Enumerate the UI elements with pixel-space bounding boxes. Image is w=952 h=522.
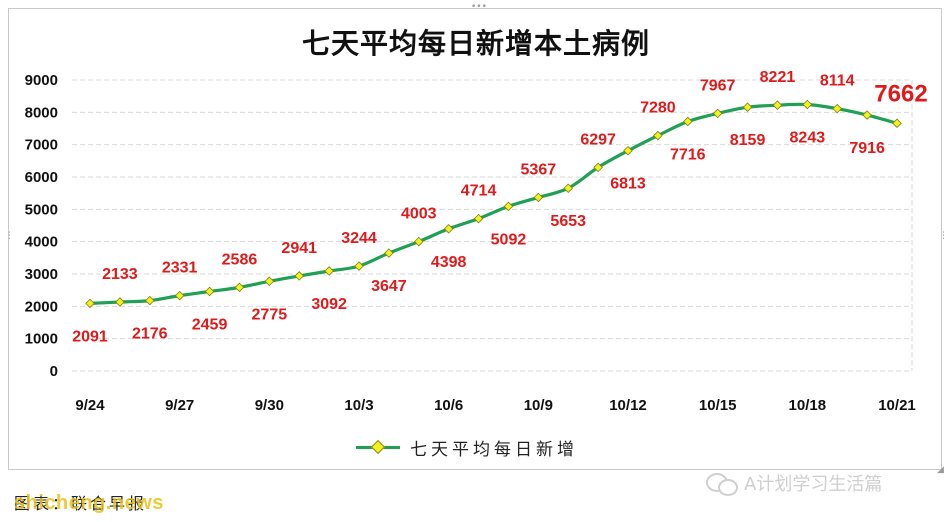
data-point — [563, 183, 573, 193]
data-label: 3647 — [371, 278, 407, 295]
data-label: 2091 — [72, 328, 108, 345]
resize-handle-right[interactable]: ⋮ — [939, 231, 948, 241]
y-axis-ticks: 0 1000 2000 3000 4000 5000 6000 7000 8000 9000 — [25, 72, 58, 380]
data-point — [354, 261, 364, 271]
data-point — [892, 118, 902, 129]
data-point — [443, 224, 454, 234]
data-point — [653, 130, 663, 141]
data-point — [384, 248, 394, 258]
data-point — [533, 192, 544, 203]
data-labels: 2091 2133 2176 2331 2459 2586 2775 2941 3092 3244… — [72, 69, 927, 345]
data-label: 5653 — [550, 213, 586, 230]
data-label: 8114 — [820, 73, 855, 90]
data-point — [712, 108, 723, 119]
data-point — [294, 271, 304, 281]
data-label: 2941 — [281, 240, 317, 257]
x-tick-label: 9/27 — [165, 397, 194, 414]
x-tick-label: 10/3 — [344, 397, 373, 414]
x-tick-label: 9/30 — [255, 397, 284, 414]
series-line-daily-average — [88, 102, 899, 305]
data-label: 5092 — [491, 231, 527, 248]
data-point — [473, 213, 484, 224]
resize-handle-left[interactable]: ⋮ — [5, 231, 14, 241]
y-tick-label: 0 — [50, 363, 58, 380]
y-tick-label: 3000 — [25, 266, 58, 283]
x-tick-label: 10/6 — [434, 397, 463, 414]
data-label: 8221 — [760, 69, 796, 86]
data-point — [145, 295, 155, 306]
y-tick-label: 9000 — [25, 72, 58, 89]
y-tick-label: 4000 — [25, 234, 58, 251]
data-label: 7662 — [874, 80, 927, 107]
data-label: 7916 — [849, 140, 885, 157]
data-label: 2133 — [102, 266, 138, 283]
data-label: 7716 — [670, 147, 706, 164]
data-label: 8159 — [730, 132, 766, 149]
data-label: 7967 — [700, 77, 736, 94]
data-label: 8243 — [790, 129, 826, 146]
data-point — [802, 99, 813, 110]
data-point — [264, 276, 275, 287]
resize-handle-bottom-right[interactable]: ◢ — [937, 465, 944, 475]
x-tick-label: 10/18 — [789, 397, 827, 414]
data-point — [234, 282, 245, 293]
x-axis-ticks: 9/24 9/27 9/30 10/3 10/6 10/9 10/12 10/15 10/18 1… — [75, 397, 915, 414]
source-caption: 图表：联合早报 — [14, 494, 148, 513]
data-point — [623, 145, 633, 156]
data-point — [204, 286, 215, 297]
legend-swatch — [356, 439, 400, 455]
watermark-site: shicheng.news — [14, 492, 164, 514]
data-point — [593, 162, 603, 173]
data-label: 3092 — [311, 296, 347, 313]
data-point — [324, 266, 334, 276]
data-label: 5367 — [521, 161, 557, 178]
watermark-wechat-label: A计划学习生活篇 — [744, 474, 883, 495]
gridlines — [72, 79, 913, 372]
y-tick-label: 8000 — [25, 104, 58, 121]
data-point — [742, 102, 753, 112]
legend-label: 七天平均每日新增 — [410, 439, 578, 460]
data-point — [683, 116, 693, 127]
watermark-wechat: A计划学习生活篇 — [706, 470, 882, 496]
data-label: 7280 — [640, 100, 676, 117]
data-point — [862, 110, 872, 120]
x-tick-label: 10/9 — [524, 397, 553, 414]
chart-title: 七天平均每日新增本土病例 — [301, 27, 650, 60]
legend: 七天平均每日新增 — [356, 436, 578, 460]
data-label: 2775 — [252, 306, 288, 323]
wechat-icon — [706, 471, 738, 496]
data-point — [174, 290, 185, 301]
data-point — [772, 100, 783, 110]
data-point — [414, 236, 424, 247]
data-point — [115, 297, 125, 307]
y-tick-label: 5000 — [25, 201, 58, 218]
y-tick-label: 6000 — [25, 169, 58, 186]
data-label: 3244 — [341, 230, 377, 247]
data-label: 6297 — [580, 131, 616, 148]
resize-handle-top[interactable]: ••• — [471, 2, 487, 12]
data-point — [85, 298, 95, 309]
series-markers — [85, 99, 902, 309]
y-tick-label: 7000 — [25, 137, 58, 154]
data-label: 6813 — [610, 176, 646, 193]
x-tick-label: 10/12 — [609, 397, 647, 414]
data-label: 2459 — [192, 316, 228, 333]
chart-frame — [8, 8, 942, 470]
y-tick-label: 2000 — [25, 298, 58, 315]
data-point — [503, 201, 514, 212]
data-label: 4003 — [401, 206, 437, 223]
data-label: 4714 — [461, 183, 497, 200]
y-tick-label: 1000 — [25, 331, 58, 348]
x-tick-label: 10/21 — [878, 397, 916, 414]
x-tick-label: 10/15 — [699, 397, 737, 414]
data-label: 2586 — [222, 251, 258, 268]
x-tick-label: 9/24 — [75, 397, 105, 414]
data-point — [832, 103, 842, 114]
data-label: 2331 — [162, 260, 198, 277]
data-label: 2176 — [132, 326, 168, 343]
data-label: 4398 — [431, 254, 467, 271]
